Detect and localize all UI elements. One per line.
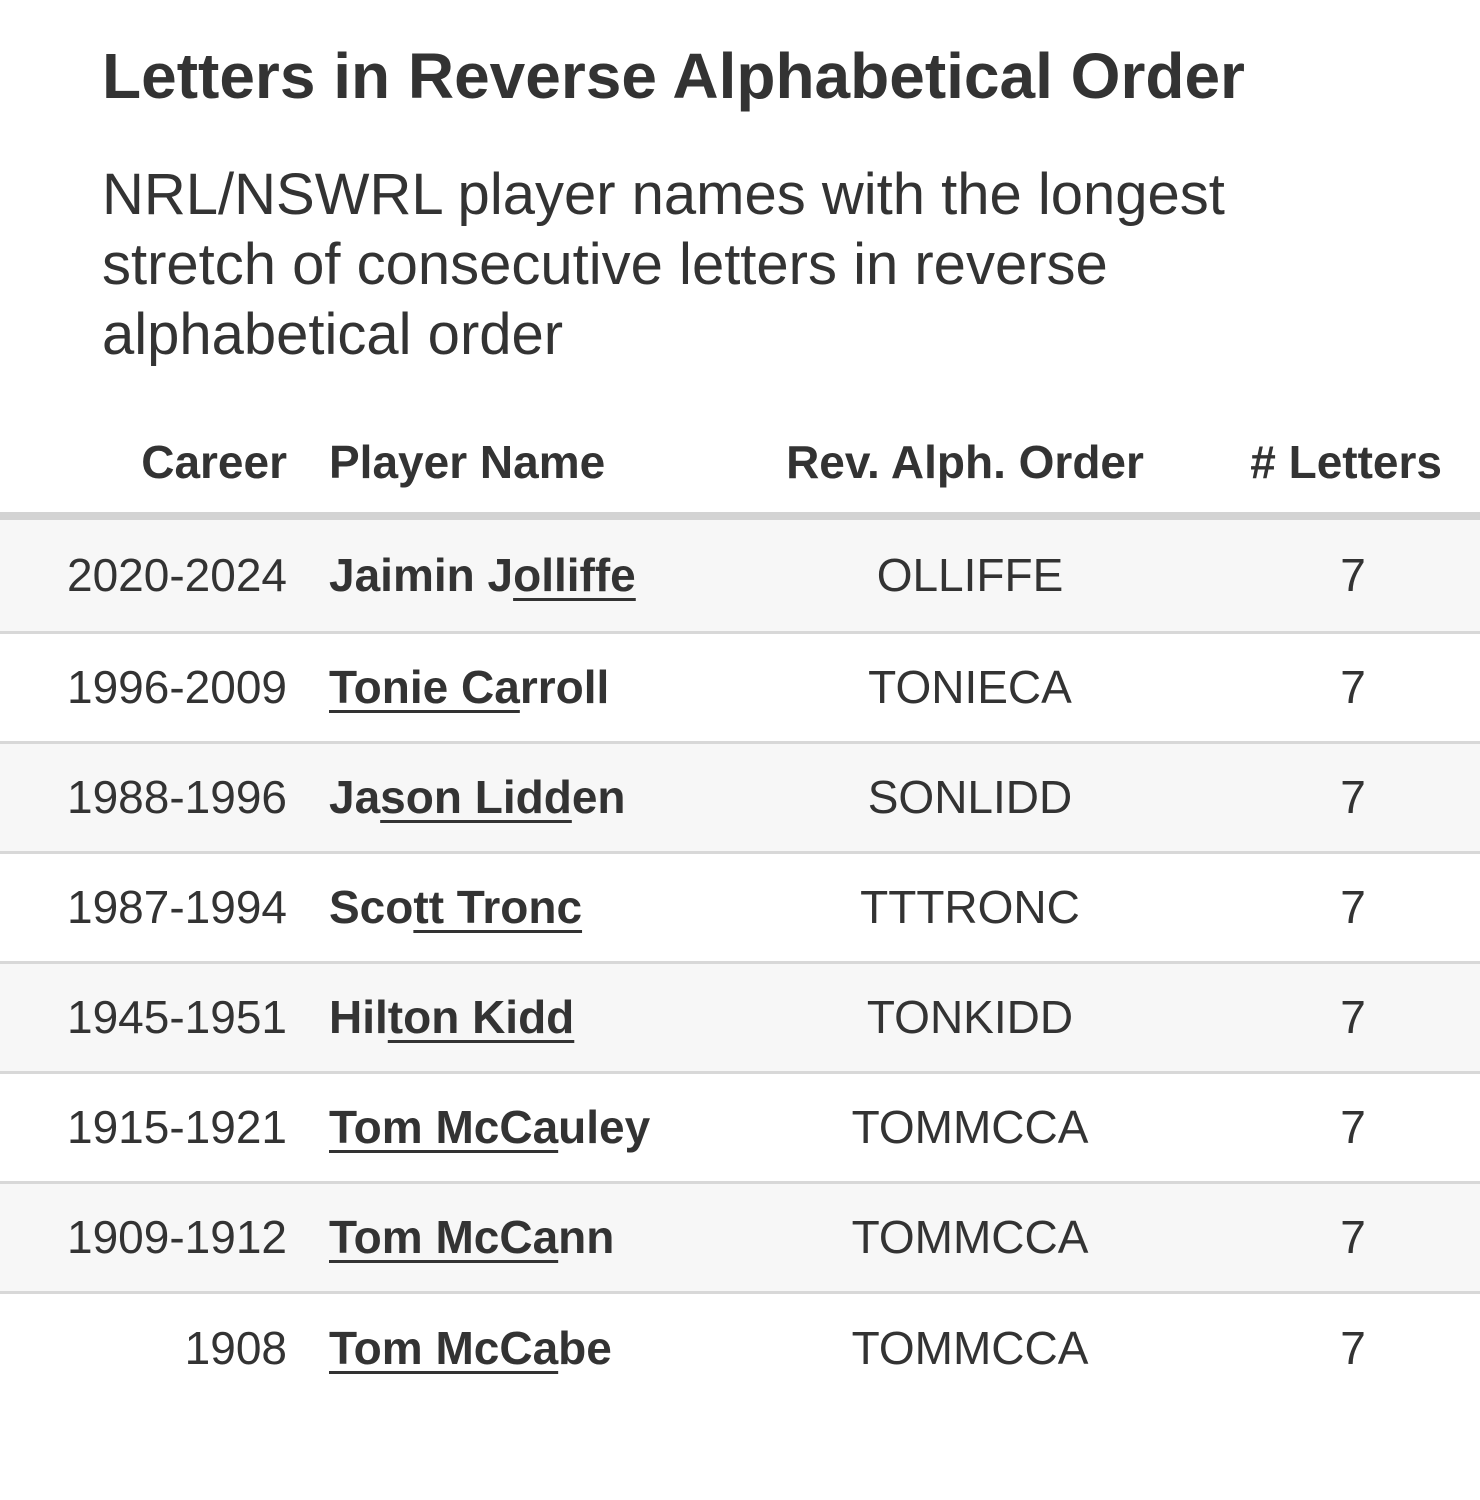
rev-order-cell: TTTRONC [740, 852, 1200, 964]
rev-order-cell: TONIECA [740, 632, 1200, 744]
table-header: Career Player Name Rev. Alph. Order # Le… [0, 412, 1480, 520]
name-highlight: tt Tronc [413, 881, 583, 933]
player-name-cell: Jaimin Jolliffe [315, 516, 740, 634]
letters-count-cell: 7 [1200, 742, 1480, 854]
name-suffix: nn [558, 1211, 615, 1263]
table-row: 1945-1951 Hilton Kidd TONKIDD 7 [0, 962, 1480, 1074]
name-highlight: olliffe [513, 549, 636, 602]
letters-count-cell: 7 [1200, 632, 1480, 744]
column-header-player-name: Player Name [315, 412, 740, 520]
rev-order-cell: TOMMCCA [740, 1292, 1200, 1402]
player-name-cell: Hilton Kidd [315, 962, 740, 1074]
table-row: 1908 Tom McCabe TOMMCCA 7 [0, 1292, 1480, 1402]
player-name-cell: Tonie Carroll [315, 632, 740, 744]
letters-count-cell: 7 [1200, 852, 1480, 964]
rev-order-cell: TOMMCCA [740, 1072, 1200, 1184]
career-cell: 1996-2009 [0, 632, 315, 744]
players-table: Career Player Name Rev. Alph. Order # Le… [0, 412, 1480, 1402]
column-header-letters: # Letters [1200, 412, 1480, 520]
name-highlight: Tom McCa [329, 1211, 559, 1263]
table-row: 2020-2024 Jaimin Jolliffe OLLIFFE 7 [0, 516, 1480, 634]
name-prefix: Sco [329, 881, 414, 933]
career-cell: 1909-1912 [0, 1182, 315, 1294]
table-row: 1909-1912 Tom McCann TOMMCCA 7 [0, 1182, 1480, 1294]
table-row: 1996-2009 Tonie Carroll TONIECA 7 [0, 632, 1480, 744]
career-cell: 1908 [0, 1292, 315, 1402]
rev-order-cell: TONKIDD [740, 962, 1200, 1074]
name-highlight: ton Kidd [387, 991, 575, 1043]
letters-count-cell: 7 [1200, 516, 1480, 634]
career-cell: 1945-1951 [0, 962, 315, 1074]
rev-order-cell: TOMMCCA [740, 1182, 1200, 1294]
letters-count-cell: 7 [1200, 1072, 1480, 1184]
name-highlight: Tom McCa [329, 1321, 559, 1374]
name-prefix: Jaimin J [329, 549, 514, 602]
name-highlight: Tom McCa [329, 1101, 559, 1153]
name-prefix: Hil [329, 991, 388, 1043]
rev-order-cell: OLLIFFE [740, 516, 1200, 634]
career-cell: 1915-1921 [0, 1072, 315, 1184]
name-prefix: Ja [329, 771, 381, 823]
player-name-cell: Tom McCabe [315, 1292, 740, 1402]
player-name-cell: Jason Lidden [315, 742, 740, 854]
letters-count-cell: 7 [1200, 962, 1480, 1074]
header-row: Career Player Name Rev. Alph. Order # Le… [0, 412, 1480, 520]
rev-order-cell: SONLIDD [740, 742, 1200, 854]
page-subtitle: NRL/NSWRL player names with the longest … [102, 162, 1225, 367]
career-cell: 1987-1994 [0, 852, 315, 964]
player-name-cell: Tom McCauley [315, 1072, 740, 1184]
name-suffix: uley [558, 1101, 651, 1153]
player-name-cell: Scott Tronc [315, 852, 740, 964]
page-title: Letters in Reverse Alphabetical Order [102, 40, 1245, 112]
name-highlight: son Lidd [380, 771, 572, 823]
name-suffix: en [571, 771, 626, 823]
career-cell: 1988-1996 [0, 742, 315, 854]
name-suffix: rroll [519, 661, 610, 713]
letters-count-cell: 7 [1200, 1182, 1480, 1294]
name-highlight: Tonie Ca [329, 661, 520, 713]
letters-count-cell: 7 [1200, 1292, 1480, 1402]
column-header-rev-alph-order: Rev. Alph. Order [740, 412, 1200, 520]
player-name-cell: Tom McCann [315, 1182, 740, 1294]
table-body: 2020-2024 Jaimin Jolliffe OLLIFFE 7 1996… [0, 516, 1480, 1402]
name-suffix: be [558, 1321, 612, 1374]
column-header-career: Career [0, 412, 315, 520]
table-row: 1987-1994 Scott Tronc TTTRONC 7 [0, 852, 1480, 964]
table-row: 1988-1996 Jason Lidden SONLIDD 7 [0, 742, 1480, 854]
career-cell: 2020-2024 [0, 516, 315, 634]
table-row: 1915-1921 Tom McCauley TOMMCCA 7 [0, 1072, 1480, 1184]
